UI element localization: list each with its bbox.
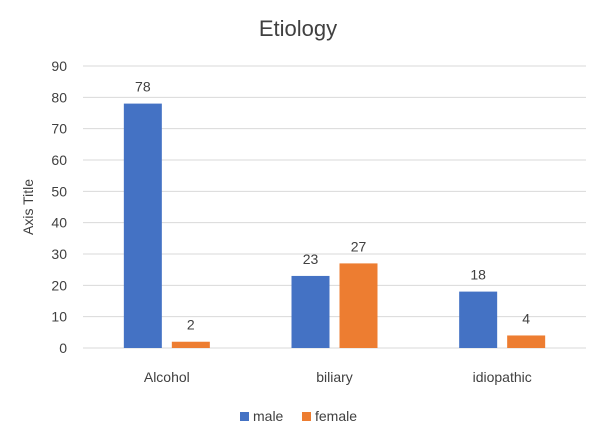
y-axis-ticks: 0 10 20 30 40 50 60 70 80 90 [51,58,67,356]
data-label: 27 [351,238,367,254]
x-axis-categories: Alcohol biliary idiopathic [144,369,532,385]
x-category-label: biliary [316,369,353,385]
legend-swatch-male [240,412,249,421]
bar-male-biliary [291,275,330,348]
bar-female-idiopathic [507,335,546,348]
bar-male-alcohol [123,103,162,348]
y-tick-label: 60 [51,152,67,168]
data-label: 18 [470,267,486,283]
x-category-label: Alcohol [144,369,190,385]
chart-title: Etiology [259,16,337,41]
y-tick-label: 90 [51,58,67,74]
legend-label-female: female [315,408,357,424]
bar-female-biliary [339,263,378,348]
y-tick-label: 30 [51,246,67,262]
data-label: 23 [303,251,319,267]
data-label: 4 [522,310,530,326]
bar-female-alcohol [171,341,210,348]
y-tick-label: 50 [51,183,67,199]
y-axis-title: Axis Title [20,179,36,235]
data-label: 78 [135,79,151,95]
y-tick-label: 0 [59,340,67,356]
gridlines [83,65,586,349]
bars [123,103,546,348]
data-labels: 78 2 23 27 18 4 [135,79,530,333]
y-tick-label: 70 [51,121,67,137]
data-label: 2 [187,317,195,333]
x-category-label: idiopathic [473,369,532,385]
y-tick-label: 20 [51,277,67,293]
legend: male female [240,408,357,424]
y-tick-label: 10 [51,309,67,325]
y-tick-label: 40 [51,215,67,231]
legend-swatch-female [302,412,311,421]
bar-male-idiopathic [459,291,498,348]
legend-label-male: male [253,408,284,424]
y-tick-label: 80 [51,89,67,105]
